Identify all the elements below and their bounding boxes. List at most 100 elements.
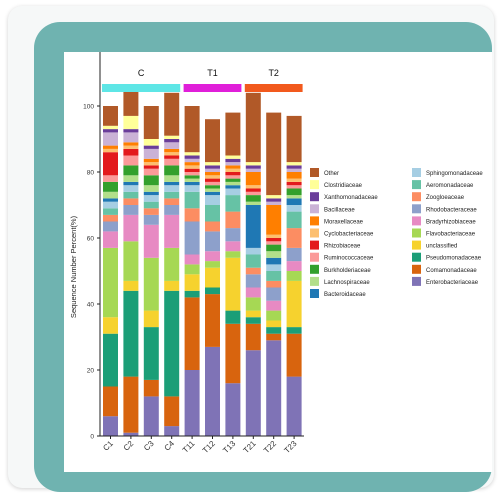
bar-segment-T11-lachnospiraceae [184, 178, 200, 182]
bar-segment-T23-bacteroidaceae [286, 198, 302, 205]
bar-segment-C1-clostridiaceae [103, 125, 118, 130]
bar-segment-T23-rhizobiaceae [286, 181, 302, 186]
bar-segment-T22-pseudomonadaceae [266, 327, 282, 334]
legend-label-cyclobacteriaceae: Cyclobacteriaceae [324, 232, 374, 238]
bar-segment-T12-ruminococcaceae [205, 181, 220, 186]
legend-label-zoogloeaceae: Zoogloeaceae [426, 195, 465, 201]
bar-segment-T22-bacteroidaceae [266, 257, 282, 265]
bar-segment-C2-clostridiaceae [123, 115, 139, 130]
bar-segment-T12-xanthomonadaceae [205, 165, 220, 169]
bar-segment-T23-unclassified [286, 280, 302, 328]
bar-segment-C2-moraxellaceae [123, 142, 139, 146]
bar-segment-T13-clostridiaceae [225, 155, 241, 159]
x-tick-label: C4 [163, 439, 177, 453]
bar-segment-C3-bacteroidaceae [143, 191, 159, 196]
y-tick-label: 60 [87, 236, 95, 243]
bar-segment-C3-zoogloeaceae [143, 208, 159, 215]
legend-swatch-flavobacteriaceae [412, 228, 421, 238]
legend-label-enterobacteriaceae: Enterobacteriaceae [426, 280, 479, 286]
bar-segment-T12-rhodobacteraceae [205, 231, 220, 252]
bar-segment-T13-rhodobacteraceae [225, 228, 241, 242]
legend-swatch-rhizobiaceae [310, 240, 319, 250]
bar-segment-C2-aeromonadaceae [123, 191, 139, 199]
bar-segment-T22-zoogloeaceae [266, 280, 282, 288]
legend-swatch-unclassified [412, 240, 421, 250]
bar-segment-T21-moraxellaceae [245, 172, 261, 186]
bar-segment-T21-other [245, 92, 261, 163]
bar-segment-C4-flavobacteriaceae [164, 247, 180, 281]
bar-segment-C3-bacillaceae [143, 148, 159, 159]
bar-segment-C4-rhizobiaceae [164, 155, 180, 159]
bar-segment-C1-zoogloeaceae [103, 214, 118, 222]
bar-segment-T21-bacteroidaceae [245, 205, 261, 248]
x-tick-label: T22 [262, 439, 279, 456]
axes-layer [99, 52, 304, 437]
bar-segment-C1-burkholderiaceae [103, 181, 118, 192]
bar-segment-T23-other [286, 115, 302, 163]
bar-segment-C3-clostridiaceae [143, 139, 159, 146]
bar-segment-T11-bacillaceae [184, 158, 200, 163]
legend-label-xanthomonadaceae: Xanthomonadaceae [324, 195, 378, 201]
bar-segment-T12-zoogloeaceae [205, 221, 220, 232]
bar-segment-C4-enterobacteriaceae [164, 426, 180, 436]
bar-segment-T21-enterobacteriaceae [245, 350, 261, 436]
bar-segment-T13-other [225, 112, 241, 156]
bar-segment-T12-burkholderiaceae [205, 185, 220, 189]
bar-segment-C4-bacillaceae [164, 142, 180, 149]
bar-segment-C4-aeromonadaceae [164, 191, 180, 199]
bar-segment-T23-bradyrhizobiaceae [286, 261, 302, 271]
legend-swatch-enterobacteriaceae [412, 276, 421, 286]
bar-segment-T21-lachnospiraceae [245, 201, 261, 205]
bar-segment-T11-pseudomonadaceae [184, 290, 200, 298]
bar-segment-T23-sphingomonadaceae [286, 205, 302, 212]
bar-segment-T11-aeromonadaceae [184, 191, 200, 209]
bar-segment-T12-clostridiaceae [205, 162, 220, 166]
bar-segment-T11-bacteroidaceae [184, 181, 200, 186]
legend-label-bacillaceae: Bacillaceae [324, 207, 355, 213]
legend-label-sphingomonadaceae: Sphingomonadaceae [426, 171, 483, 177]
bar-segment-C1-ruminococcaceae [103, 175, 118, 182]
bar-segment-T23-lachnospiraceae [286, 195, 302, 199]
y-tick-label: 20 [87, 368, 95, 375]
bar-segment-C1-enterobacteriaceae [103, 416, 118, 436]
bar-segment-T13-enterobacteriaceae [225, 383, 241, 436]
legend-swatch-pseudomonadaceae [412, 252, 421, 262]
bar-segment-C1-lachnospiraceae [103, 191, 118, 199]
bar-segment-T13-sphingomonadaceae [225, 188, 241, 196]
bar-segment-C2-flavobacteriaceae [123, 241, 139, 281]
y-tick-label: 0 [90, 434, 94, 441]
y-axis-label: Sequence Number Percent(%) [69, 215, 78, 318]
bar-segment-C3-rhodobacteraceae [143, 214, 159, 225]
bar-segment-T11-comamonadaceae [184, 297, 200, 370]
bar-segment-T13-bradyrhizobiaceae [225, 241, 241, 252]
bar-segment-T21-bradyrhizobiaceae [245, 287, 261, 298]
bar-segment-C4-pseudomonadaceae [164, 290, 180, 397]
bar-segment-C1-cyclobacteriaceae [103, 148, 118, 153]
bar-segment-T23-rhodobacteraceae [286, 247, 302, 262]
bar-segment-T11-other [184, 106, 200, 153]
bar-segment-C3-ruminococcaceae [143, 168, 159, 176]
bar-segment-C4-comamonadaceae [164, 396, 180, 427]
bar-segment-T11-enterobacteriaceae [184, 370, 200, 436]
bar-segment-C1-xanthomonadaceae [103, 129, 118, 133]
bar-segment-C3-burkholderiaceae [143, 175, 159, 186]
legend: Other Clostridiaceae Xanthomonadaceae Bacil… [310, 168, 483, 298]
bar-segment-T12-cyclobacteriaceae [205, 175, 220, 179]
legend-swatch-aeromonadaceae [412, 180, 421, 190]
legend-label-unclassified: unclassified [426, 244, 457, 250]
bar-segment-C1-bacillaceae [103, 132, 118, 146]
bar-segment-C2-bacteroidaceae [123, 181, 139, 186]
group-bands: C T1 T2 [102, 68, 303, 92]
y-tick-label: 80 [87, 170, 95, 177]
bar-segment-C2-enterobacteriaceae [123, 432, 139, 436]
bar-segment-T23-burkholderiaceae [286, 188, 302, 196]
legend-swatch-cyclobacteriaceae [310, 228, 319, 238]
bar-segment-C1-comamonadaceae [103, 386, 118, 417]
bar-segment-T23-comamonadaceae [286, 333, 302, 377]
legend-label-moraxellaceae: Moraxellaceae [324, 219, 364, 225]
legend-swatch-ruminococcaceae [310, 252, 319, 262]
bar-segment-T12-bacillaceae [205, 168, 220, 172]
bar-segment-C2-xanthomonadaceae [123, 129, 139, 133]
bar-segment-C3-bradyrhizobiaceae [143, 224, 159, 258]
bar-segment-T11-unclassified [184, 274, 200, 291]
